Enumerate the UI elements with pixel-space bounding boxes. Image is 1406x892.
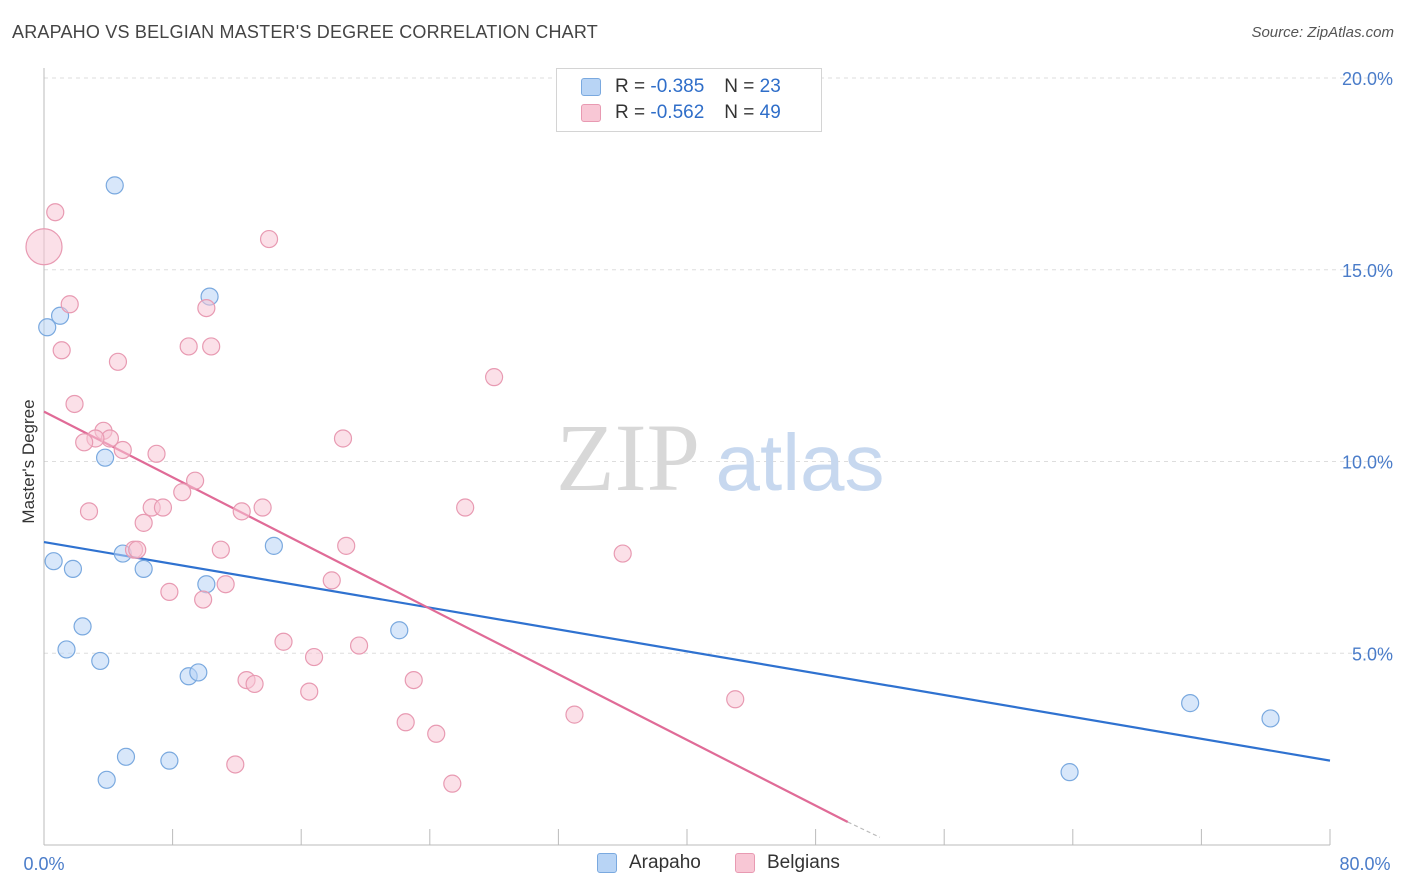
n-label: N =: [724, 102, 755, 123]
arapaho-point: [189, 663, 208, 682]
y-tick-label: 20.0%: [1342, 69, 1393, 89]
arapaho-point: [95, 448, 115, 467]
belgians-swatch: [581, 104, 601, 122]
belgians-point: [232, 502, 251, 521]
belgians-point: [253, 498, 272, 517]
belgians-point: [304, 647, 324, 667]
belgians-point: [349, 636, 369, 655]
arapaho-point: [38, 318, 57, 337]
x-tick-label: 80.0%: [1339, 854, 1390, 874]
r-label: R =: [615, 76, 646, 97]
arapaho-point: [1181, 694, 1200, 713]
belgians-point: [60, 295, 79, 314]
belgians-point: [79, 502, 99, 521]
arapaho-point: [1261, 709, 1280, 728]
watermark-atlas: atlas: [716, 418, 885, 507]
arapaho-point: [160, 751, 179, 770]
arapaho-trend-line: [43, 540, 1331, 762]
y-axis-label: Master's Degree: [19, 399, 38, 523]
belgians-point: [194, 590, 213, 609]
legend-label-belgians: Belgians: [767, 852, 840, 873]
n-value: 49: [759, 102, 781, 123]
belgians-point: [274, 632, 293, 651]
belgians-point: [173, 483, 192, 502]
belgians-point: [443, 774, 462, 793]
arapaho-point: [73, 617, 92, 636]
belgians-point: [75, 433, 94, 452]
belgians-point: [404, 670, 423, 690]
legend-row-arapaho: R = -0.385 N = 23: [581, 75, 781, 99]
belgians-point: [52, 341, 71, 360]
belgians-point: [179, 337, 198, 356]
arapaho-swatch: [597, 853, 617, 873]
arapaho-point: [91, 651, 110, 671]
belgians-swatch: [735, 853, 755, 873]
belgians-point: [337, 536, 356, 555]
belgians-point: [726, 690, 745, 709]
belgians-point: [65, 394, 84, 414]
belgians-trend-line: [43, 410, 849, 823]
belgians-trend-extension: [847, 821, 881, 838]
arapaho-point: [1060, 763, 1079, 782]
belgians-point: [134, 513, 153, 532]
arapaho-point: [57, 640, 76, 659]
legend-label-arapaho: Arapaho: [629, 852, 701, 873]
belgians-point: [128, 540, 147, 559]
arapaho-point: [197, 575, 216, 594]
arapaho-point: [63, 559, 83, 578]
arapaho-point: [264, 536, 283, 555]
n-value: 23: [759, 76, 781, 97]
belgians-point: [160, 582, 179, 601]
series-legend: Arapaho Belgians: [0, 852, 1406, 878]
legend-row-belgians: R = -0.562 N = 49: [581, 101, 781, 125]
belgians-point: [333, 429, 353, 448]
r-label: R =: [615, 102, 646, 123]
correlation-legend: R = -0.385 N = 23 R = -0.562 N = 49: [556, 68, 822, 132]
y-tick-label: 10.0%: [1342, 453, 1393, 473]
y-tick-label: 15.0%: [1342, 261, 1393, 281]
belgians-point: [245, 674, 264, 694]
arapaho-point: [44, 552, 63, 571]
belgians-point: [613, 544, 632, 563]
belgians-point: [108, 352, 128, 371]
r-value: -0.385: [650, 76, 705, 97]
arapaho-swatch: [581, 78, 601, 96]
belgians-point: [113, 440, 132, 460]
belgians-point: [396, 713, 415, 732]
belgians-point: [211, 540, 230, 559]
r-value: -0.562: [650, 102, 705, 123]
legend-item-belgians[interactable]: Belgians: [735, 852, 840, 874]
arapaho-point: [97, 770, 116, 789]
belgians-point: [186, 471, 205, 490]
belgians-point: [565, 705, 584, 724]
legend-item-arapaho[interactable]: Arapaho: [597, 852, 701, 874]
belgians-point: [46, 203, 65, 222]
belgians-point: [300, 682, 319, 701]
belgians-point: [202, 337, 221, 356]
n-label: N =: [724, 76, 755, 97]
x-tick-label: 0.0%: [23, 854, 64, 874]
belgians-point: [153, 498, 173, 517]
belgians-point: [322, 571, 341, 590]
belgians-point: [216, 575, 235, 594]
arapaho-point: [105, 176, 124, 195]
belgians-point: [226, 755, 245, 774]
arapaho-point: [134, 559, 153, 578]
arapaho-point: [390, 621, 409, 640]
arapaho-point: [116, 747, 136, 766]
watermark: ZIP atlas: [556, 404, 884, 511]
y-tick-label: 5.0%: [1352, 644, 1393, 664]
belgians-point: [147, 444, 166, 463]
source-label: Source: ZipAtlas.com: [1251, 24, 1394, 41]
chart-title: ARAPAHO VS BELGIAN MASTER'S DEGREE CORRE…: [12, 22, 598, 42]
belgians-point: [25, 228, 63, 266]
belgians-point: [485, 368, 504, 387]
belgians-point: [197, 299, 216, 318]
belgians-point: [259, 229, 279, 249]
belgians-point: [456, 498, 475, 517]
watermark-zip: ZIP: [556, 404, 700, 511]
belgians-point: [427, 724, 446, 743]
